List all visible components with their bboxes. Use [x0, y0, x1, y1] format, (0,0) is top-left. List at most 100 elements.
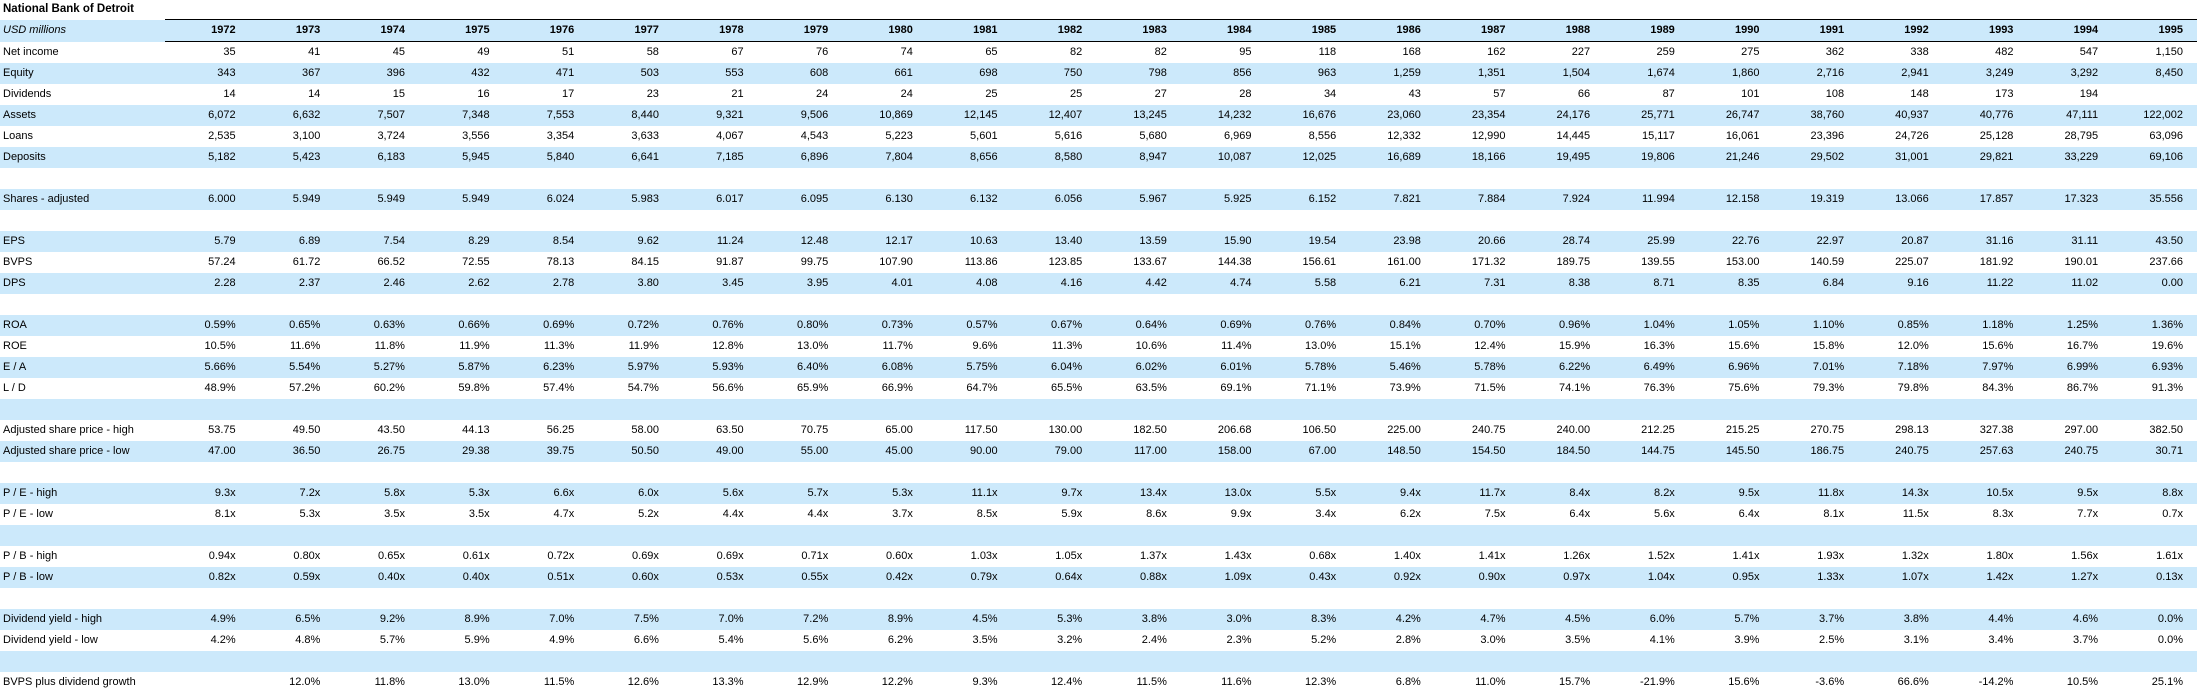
table-cell: 11.5x — [1902, 508, 1929, 520]
table-cell: 26,747 — [1725, 109, 1760, 121]
table-cell: 55.00 — [800, 445, 829, 457]
table-cell: 24,176 — [1556, 109, 1591, 121]
table-cell: 11.4% — [1221, 340, 1252, 352]
table-cell: 12.4% — [1051, 676, 1083, 688]
table-cell: 2.3% — [1226, 634, 1252, 646]
table-cell — [419, 294, 504, 315]
table-cell: 0.13x — [2156, 571, 2183, 583]
table-cell: 6.095 — [800, 193, 829, 205]
table-cell: 182.50 — [1133, 424, 1167, 436]
table-cell: 7.2% — [803, 613, 829, 625]
table-cell — [419, 588, 504, 609]
table-cell — [1096, 588, 1181, 609]
table-cell — [1181, 294, 1266, 315]
table-cell: 7.18% — [1897, 361, 1929, 373]
table-cell: 12.3% — [1304, 676, 1337, 688]
table-cell: 35.556 — [2149, 193, 2183, 205]
table-cell: 15,117 — [1641, 130, 1675, 142]
table-cell — [165, 588, 250, 609]
table-cell: 113.86 — [964, 256, 998, 268]
table-cell: 12,990 — [1471, 130, 1506, 142]
table-cell: 5.93% — [712, 361, 744, 373]
row-label — [0, 168, 165, 189]
table-cell: 1.42x — [1986, 571, 2014, 583]
table-cell: 2.46 — [383, 277, 405, 289]
table-cell: 0.92x — [1393, 571, 1421, 583]
table-cell: 7.5x — [1484, 508, 1506, 520]
table-cell: 298.13 — [1895, 424, 1929, 436]
table-cell: 19,806 — [1641, 151, 1675, 163]
row-label: DPS — [3, 277, 26, 289]
table-cell — [2112, 168, 2197, 189]
table-cell — [165, 462, 250, 483]
table-cell: 6,072 — [208, 109, 236, 121]
table-cell: 66.9% — [881, 382, 913, 394]
table-cell: 5,840 — [546, 151, 575, 163]
table-cell — [419, 651, 504, 672]
table-cell: 23,396 — [1810, 130, 1845, 142]
table-cell — [1096, 525, 1181, 546]
table-cell: 19.6% — [2151, 340, 2183, 352]
table-cell — [1435, 210, 1520, 231]
table-cell: 51 — [562, 46, 575, 58]
table-cell: 0.40x — [378, 571, 405, 583]
table-cell: 184.50 — [1556, 445, 1591, 457]
table-cell — [1858, 399, 1943, 420]
table-cell — [1266, 399, 1351, 420]
table-cell: 15.90 — [1224, 235, 1252, 247]
table-cell — [758, 210, 843, 231]
table-cell: 9.6% — [972, 340, 998, 352]
table-cell: 99.75 — [800, 256, 829, 268]
table-cell — [1012, 651, 1097, 672]
table-cell — [2027, 588, 2112, 609]
table-cell: 10,087 — [1217, 151, 1252, 163]
table-cell: 148.50 — [1387, 445, 1421, 457]
table-cell — [842, 588, 927, 609]
table-cell: 215.25 — [1725, 424, 1760, 436]
table-cell: 297.00 — [2064, 424, 2099, 436]
table-cell — [1012, 588, 1097, 609]
table-cell: 4.4x — [722, 508, 744, 520]
table-cell: 57.24 — [208, 256, 236, 268]
table-cell — [842, 462, 927, 483]
table-cell: 12.158 — [1725, 193, 1760, 205]
table-cell — [842, 525, 927, 546]
table-cell: 145.50 — [1725, 445, 1760, 457]
table-cell: 1.09x — [1224, 571, 1252, 583]
table-row: Dividends 14 14 15 16 17 23 21 24 24 25 25 27 28 34 43 5… — [0, 84, 2197, 105]
table-cell — [1943, 294, 2028, 315]
table-cell: 66 — [1577, 88, 1591, 100]
table-cell: 64.7% — [966, 382, 998, 394]
table-cell: 8,947 — [1139, 151, 1167, 163]
table-cell: 6.2% — [887, 634, 913, 646]
table-cell: 8.6x — [1146, 508, 1167, 520]
table-cell: 25.1% — [2151, 676, 2183, 688]
table-cell: 0.0% — [2157, 634, 2183, 646]
table-cell: 1.43x — [1224, 550, 1252, 562]
table-cell — [419, 462, 504, 483]
table-cell: 25 — [985, 88, 998, 100]
table-cell: 14 — [223, 88, 236, 100]
table-cell: 13.3% — [712, 676, 744, 688]
table-cell: 0.69% — [1220, 319, 1252, 331]
table-cell: 2.5% — [1819, 634, 1845, 646]
table-cell: 338 — [1910, 46, 1929, 58]
table-cell: 5.78% — [1474, 361, 1506, 373]
table-cell — [1689, 210, 1774, 231]
table-cell — [334, 651, 419, 672]
table-cell: 0.76% — [1304, 319, 1337, 331]
table-cell: 5,945 — [462, 151, 490, 163]
table-cell: 108 — [1825, 88, 1845, 100]
table-cell: 1,351 — [1477, 67, 1506, 79]
row-label — [0, 588, 165, 609]
table-cell: 8.71 — [1653, 277, 1675, 289]
table-cell: 24 — [816, 88, 829, 100]
table-cell: 1,504 — [1562, 67, 1591, 79]
table-cell — [250, 651, 335, 672]
table-row: BVPS 57.24 61.72 66.52 72.55 78.13 84.15 91.87 9… — [0, 252, 2197, 273]
table-cell: 7,553 — [546, 109, 575, 121]
table-cell: 257.63 — [1979, 445, 2014, 457]
table-cell: 58 — [646, 46, 659, 58]
table-cell: 11.5% — [1136, 676, 1167, 688]
table-cell: 16,676 — [1302, 109, 1337, 121]
